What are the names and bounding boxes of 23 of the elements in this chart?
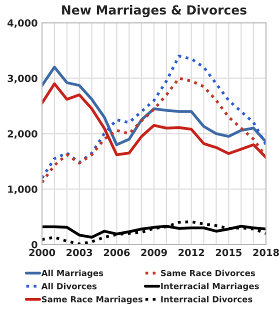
x-tick-label: 2000 <box>29 248 56 256</box>
line-series <box>42 82 266 159</box>
legend-label: Interracial Marriages <box>161 282 259 291</box>
line-series <box>42 54 266 180</box>
x-tick-label: 2012 <box>178 248 204 256</box>
x-tick-label: 2006 <box>104 248 130 256</box>
y-tick-label: 1,000 <box>8 186 38 194</box>
line-series <box>42 66 266 146</box>
y-tick-label: 2,000 <box>8 130 38 139</box>
y-tick-label: 0 <box>32 240 38 248</box>
legend-label: Interracial Divorces <box>161 296 252 302</box>
legend-label: Same Race Marriages <box>42 296 143 304</box>
chart-title: New Marriages & Divorces <box>62 4 246 18</box>
y-tick-label: 4,000 <box>8 19 38 28</box>
y-tick-label: 3,000 <box>8 74 38 84</box>
legend-label: All Marriages <box>41 270 104 278</box>
line-series <box>42 76 266 184</box>
legend-label: All Divorces <box>41 282 97 290</box>
x-tick-label: 2015 <box>216 248 242 256</box>
x-tick-label: 2018 <box>253 248 279 256</box>
legend-label: Same Race Divorces <box>161 270 255 276</box>
x-tick-label: 2003 <box>66 248 92 256</box>
x-tick-label: 2009 <box>141 248 167 256</box>
